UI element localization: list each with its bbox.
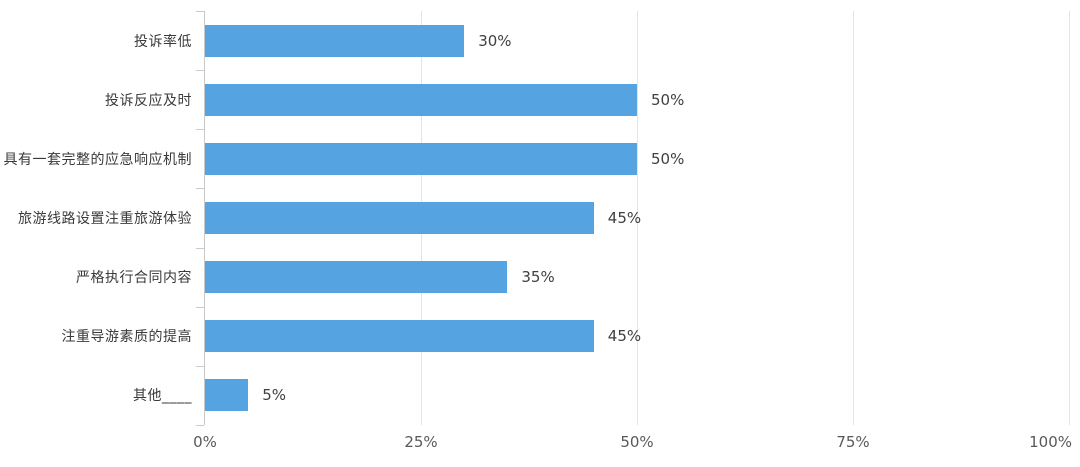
category-label: 投诉反应及时 (105, 92, 192, 109)
y-axis-tick (196, 70, 204, 71)
y-axis-tick (196, 129, 204, 130)
gridline (637, 11, 638, 425)
y-axis-tick (196, 425, 204, 426)
y-axis-tick (196, 248, 204, 249)
value-label: 30% (478, 31, 512, 50)
x-tick-label: 75% (836, 433, 870, 451)
value-label: 45% (607, 327, 642, 346)
category-label: 其他____ (133, 388, 192, 405)
value-label: 35% (521, 268, 555, 287)
value-label: 50% (651, 149, 685, 168)
x-tick-label: 25% (404, 433, 438, 451)
y-axis-tick (196, 188, 204, 189)
value-label: 50% (651, 90, 685, 109)
gridline (1069, 11, 1070, 425)
y-axis-line (204, 11, 205, 425)
category-label: 旅游线路设置注重旅游体验 (18, 210, 192, 227)
bar (205, 261, 508, 294)
x-tick-label: 100% (1029, 433, 1072, 451)
bar (205, 379, 249, 412)
bar (205, 83, 637, 116)
category-label: 注重导游素质的提高 (61, 329, 192, 346)
y-axis-tick (196, 307, 204, 308)
bar (205, 142, 637, 175)
category-label: 严格执行合同内容 (76, 270, 192, 287)
category-label: 投诉率低 (134, 33, 192, 50)
value-label: 5% (262, 386, 286, 405)
bar (205, 202, 594, 234)
value-label: 45% (607, 209, 642, 227)
bar (205, 24, 465, 57)
gridline (853, 11, 854, 425)
y-axis-tick (196, 366, 204, 367)
bar (205, 320, 594, 353)
x-tick-label: 0% (193, 433, 217, 451)
x-tick-label: 50% (620, 433, 654, 451)
category-label: 具有一套完整的应急响应机制 (3, 151, 192, 168)
y-axis-tick (196, 11, 204, 12)
